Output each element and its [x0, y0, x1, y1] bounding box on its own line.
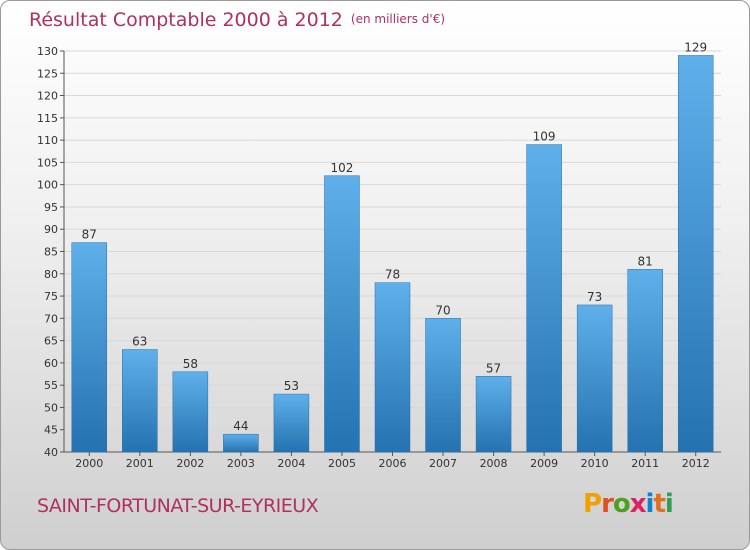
y-tick-label: 45	[44, 424, 58, 437]
bar	[374, 282, 411, 453]
bar	[273, 393, 310, 453]
y-tick-label: 60	[44, 357, 58, 370]
bar-chart: 40 45 50 55 60 65 70 75 80 85 90 95 100 105 110 115 120 1…	[37, 40, 721, 470]
y-tick-label: 115	[37, 112, 58, 125]
logo-letter: i	[645, 489, 655, 519]
y-tick-label: 95	[44, 201, 58, 214]
bar-value-label: 70	[435, 303, 450, 317]
y-tick-label: 40	[44, 446, 58, 459]
x-tick-label: 2007	[429, 457, 457, 470]
bar	[576, 304, 613, 453]
bar	[475, 376, 512, 453]
x-tick-label: 2012	[682, 457, 710, 470]
bar	[71, 242, 108, 453]
bar-value-label: 57	[486, 361, 501, 375]
y-tick-label: 105	[37, 156, 58, 169]
y-tick-label: 125	[37, 67, 58, 80]
x-tick-label: 2001	[126, 457, 154, 470]
chart-unit: (en milliers d'€)	[350, 12, 446, 26]
bar	[677, 55, 714, 453]
y-tick-label: 110	[37, 134, 58, 147]
bar	[627, 269, 663, 453]
bar	[526, 144, 562, 453]
logo-letter: P	[583, 489, 602, 519]
logo-letter: r	[601, 489, 614, 519]
bar-value-label: 129	[684, 40, 707, 54]
bar-value-label: 44	[233, 419, 248, 433]
logo-letter: t	[653, 489, 665, 519]
commune-name: SAINT-FORTUNAT-SUR-EYRIEUX	[37, 495, 319, 517]
y-tick-label: 85	[44, 246, 58, 259]
y-tick-label: 90	[44, 223, 58, 236]
bar-value-label: 58	[183, 357, 198, 371]
bar	[122, 349, 158, 453]
bar	[324, 175, 360, 453]
bar-value-label: 87	[82, 228, 97, 242]
logo-letter: o	[612, 489, 631, 519]
y-tick-label: 70	[44, 312, 58, 325]
x-tick-label: 2000	[75, 457, 103, 470]
bar-value-label: 81	[638, 254, 653, 268]
logo-letter: x	[629, 489, 647, 519]
bars	[71, 55, 714, 453]
x-tick-label: 2010	[581, 457, 609, 470]
proxiti-logo: Proxiti	[583, 489, 674, 519]
x-tick-label: 2006	[379, 457, 407, 470]
bar-value-label: 102	[331, 161, 354, 175]
bar-value-label: 109	[533, 130, 556, 144]
x-tick-label: 2008	[480, 457, 508, 470]
y-tick-label: 120	[37, 90, 58, 103]
y-tick-label: 65	[44, 335, 58, 348]
y-tick-label: 100	[37, 179, 58, 192]
bar-value-label: 63	[132, 335, 147, 349]
bar-value-label: 53	[284, 379, 299, 393]
y-tick-label: 55	[44, 379, 58, 392]
x-tick-label: 2003	[227, 457, 255, 470]
bar	[172, 371, 209, 453]
x-tick-label: 2011	[631, 457, 659, 470]
bar-value-label: 73	[587, 290, 602, 304]
x-tick-label: 2004	[277, 457, 305, 470]
chart-title-text: Résultat Comptable 2000 à 2012	[29, 9, 343, 31]
logo-letter: i	[664, 489, 674, 519]
y-tick-label: 50	[44, 401, 58, 414]
chart-title: Résultat Comptable 2000 à 2012 (en millie…	[29, 9, 445, 31]
bar	[425, 318, 461, 453]
labels: 87 63 58 44 53 102 78 70 57 109 73 81 129	[82, 40, 708, 433]
x-tick-label: 2005	[328, 457, 356, 470]
y-tick-label: 130	[37, 45, 58, 58]
bar	[223, 433, 259, 453]
x-tick-label: 2009	[530, 457, 558, 470]
y-tick-label: 80	[44, 268, 58, 281]
y-tick-label: 75	[44, 290, 58, 303]
x-tick-label: 2002	[176, 457, 204, 470]
bar-value-label: 78	[385, 268, 400, 282]
